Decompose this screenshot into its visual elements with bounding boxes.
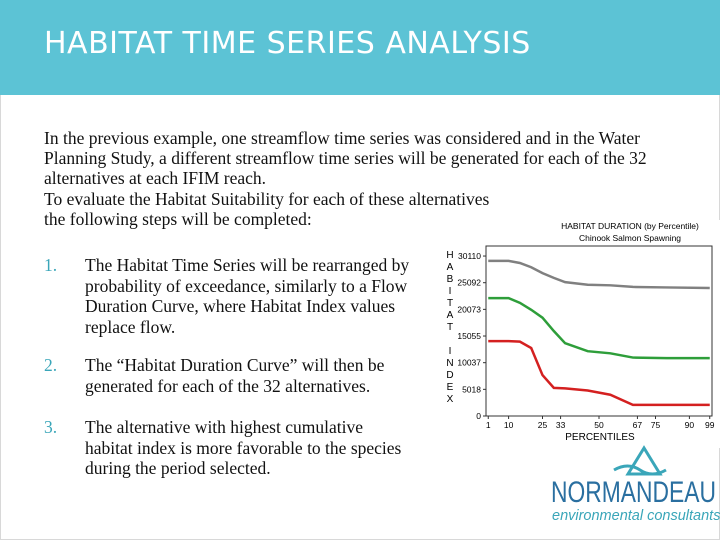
- data-line: [488, 339, 710, 407]
- x-tick-label: 75: [651, 420, 661, 430]
- y-tick-label: 25092: [457, 278, 481, 288]
- logo-tagline: environmental consultants: [552, 508, 720, 524]
- y-tick-label: 10037: [457, 358, 481, 368]
- data-line: [488, 259, 710, 290]
- x-tick-label: 90: [685, 420, 695, 430]
- slide-title: HABITAT TIME SERIES ANALYSIS: [44, 26, 531, 61]
- chart: HABITAT DURATION (by Percentile) Chinook…: [430, 220, 720, 448]
- y-tick-label: 5018: [462, 384, 481, 394]
- chart-title: HABITAT DURATION (by Percentile): [561, 221, 699, 231]
- logo-wave: [613, 464, 667, 476]
- chart-subtitle: Chinook Salmon Spawning: [579, 233, 681, 243]
- list-item: The “Habitat Duration Curve” will then b…: [85, 355, 385, 396]
- x-axis-label: PERCENTILES: [565, 432, 635, 443]
- y-axis-label: HABITAT INDEX: [445, 250, 456, 406]
- paragraph: In the previous example, one streamflow …: [44, 128, 647, 188]
- x-tick-label: 1: [486, 420, 491, 430]
- paragraph: To evaluate the Habitat Suitability for …: [44, 189, 490, 229]
- x-tick-label: 33: [556, 420, 566, 430]
- x-tick-label: 10: [504, 420, 514, 430]
- list-number: 1.: [44, 255, 58, 275]
- list-number: 3.: [44, 417, 58, 437]
- list-item: The alternative with highest cumulative …: [85, 417, 402, 478]
- data-line: [488, 296, 710, 360]
- x-tick-label: 67: [633, 420, 643, 430]
- logo: NORMANDEAU environmental consultants: [551, 445, 720, 524]
- x-tick-label: 25: [538, 420, 548, 430]
- y-tick-label: 15055: [457, 331, 481, 341]
- y-tick-label: 30110: [458, 251, 481, 261]
- y-tick-label: 0: [476, 411, 481, 421]
- x-tick-label: 50: [594, 420, 604, 430]
- list-item: The Habitat Time Series will be rearrang…: [85, 255, 410, 337]
- list-number: 2.: [44, 355, 58, 375]
- logo-name: NORMANDEAU: [551, 476, 716, 509]
- header: HABITAT TIME SERIES ANALYSIS: [0, 0, 720, 95]
- y-tick-label: 20073: [457, 304, 481, 314]
- logo-triangle: [625, 445, 663, 476]
- x-tick-label: 99: [705, 420, 715, 430]
- chart-background: [430, 220, 720, 448]
